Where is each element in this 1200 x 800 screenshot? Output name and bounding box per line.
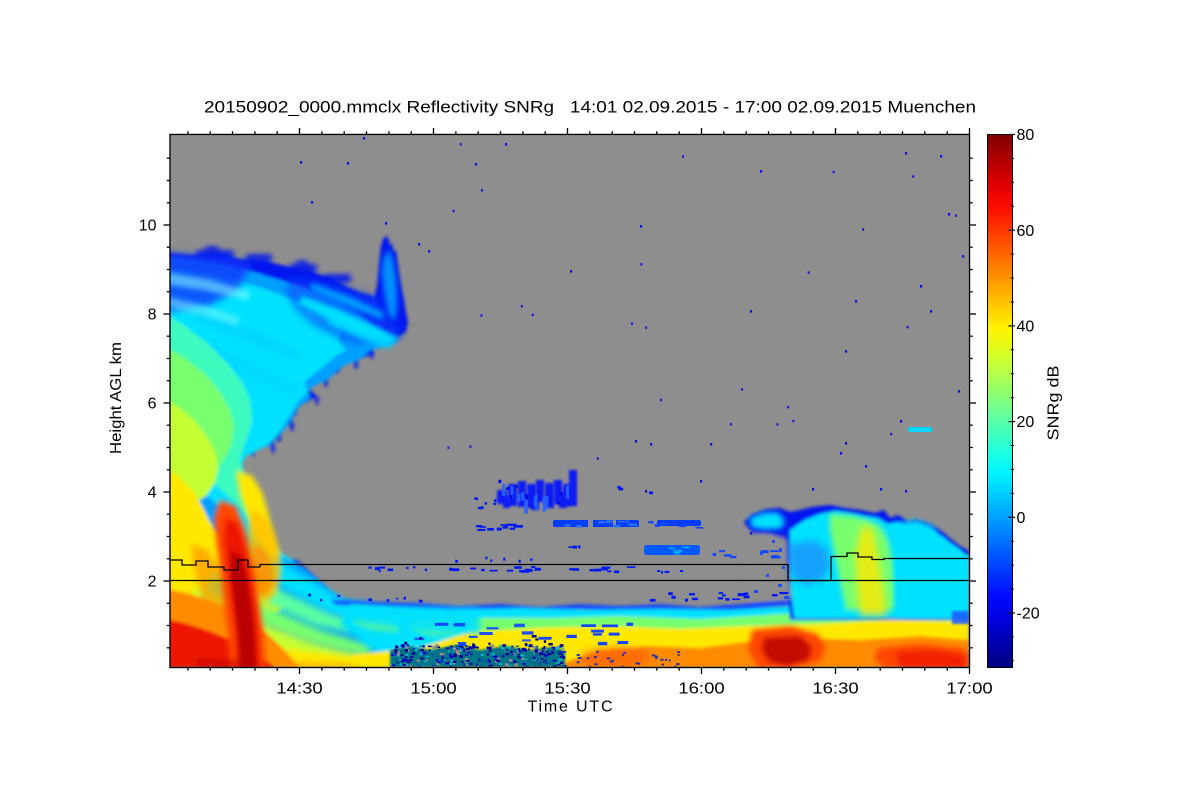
svg-text:6: 6 (148, 396, 157, 413)
svg-text:SNRg dB: SNRg dB (1046, 366, 1063, 441)
svg-text:16:30: 16:30 (812, 681, 859, 698)
svg-text:20: 20 (1017, 414, 1035, 431)
svg-text:10: 10 (139, 218, 157, 235)
svg-text:Time UTC: Time UTC (528, 699, 613, 716)
svg-text:Height AGL km: Height AGL km (108, 342, 125, 454)
svg-text:8: 8 (148, 307, 157, 324)
svg-text:80: 80 (1017, 127, 1035, 144)
svg-text:14:30: 14:30 (276, 681, 323, 698)
svg-text:60: 60 (1017, 223, 1035, 240)
svg-text:4: 4 (148, 485, 157, 502)
svg-text:2: 2 (148, 574, 157, 591)
svg-text:40: 40 (1017, 319, 1035, 336)
svg-text:15:30: 15:30 (544, 681, 591, 698)
svg-text:0: 0 (1017, 510, 1026, 527)
svg-text:-20: -20 (1017, 606, 1040, 623)
svg-text:17:00: 17:00 (946, 681, 993, 698)
svg-text:20150902_0000.mmclx Reflectivi: 20150902_0000.mmclx Reflectivity SNRg 14… (204, 99, 976, 117)
svg-text:16:00: 16:00 (678, 681, 725, 698)
svg-text:15:00: 15:00 (410, 681, 457, 698)
